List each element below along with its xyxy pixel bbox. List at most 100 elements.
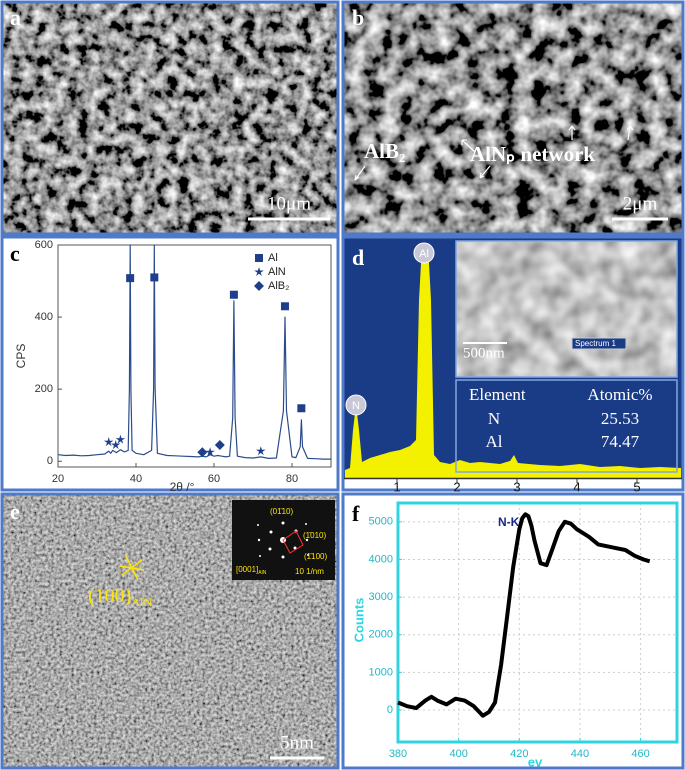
table-cell: N xyxy=(488,409,500,428)
legend-symbol xyxy=(254,267,264,276)
plot-frame xyxy=(57,244,332,468)
x-tick-label: 440 xyxy=(571,748,589,760)
x-tick-label: 60 xyxy=(208,473,220,485)
table-border xyxy=(455,379,678,473)
table-cell: 25.53 xyxy=(601,409,639,428)
y-tick-label: 400 xyxy=(35,311,53,323)
x-axis-label: ev xyxy=(528,754,543,769)
x-tick-label: 20 xyxy=(52,473,64,485)
panel-border xyxy=(0,235,340,492)
fft-index: (01̄10) xyxy=(270,507,293,516)
panel-border xyxy=(341,0,685,236)
y-tick-label: 5000 xyxy=(369,516,393,528)
annotation-subscript: AlN xyxy=(131,595,152,609)
sem-inset xyxy=(455,240,678,378)
scale-bar-label: 500nm xyxy=(463,345,505,361)
panel-border xyxy=(0,492,340,770)
peak-label: N xyxy=(352,400,360,412)
scale-bar-label: 2μm xyxy=(623,193,658,214)
fft-index: (1̄010) xyxy=(303,531,326,540)
phase-marker xyxy=(280,302,289,311)
y-axis-label: CPS xyxy=(14,344,28,369)
annotation-text: (100) xyxy=(88,585,131,607)
table-header: Atomic% xyxy=(587,385,652,404)
x-tick-label: 460 xyxy=(631,748,649,760)
x-axis-label: 2θ /° xyxy=(170,480,195,494)
panel-label: f xyxy=(352,501,360,526)
legend-label: AlN xyxy=(268,266,286,278)
table-cell: Al xyxy=(486,432,503,451)
panel-label: a xyxy=(10,5,21,30)
phase-marker xyxy=(197,447,208,458)
x-tick-label: 40 xyxy=(130,473,142,485)
spectrum-tag-box xyxy=(571,337,627,350)
y-tick-label: 200 xyxy=(35,383,53,395)
table-header: Element xyxy=(469,385,526,404)
phase-marker xyxy=(103,437,114,447)
spectrum-x-axis: 1 2 3 4 5 xyxy=(393,478,641,494)
legend-label: Al xyxy=(268,252,278,264)
fft-index: (1̄100) xyxy=(304,552,327,561)
table-cell: 74.47 xyxy=(601,432,640,451)
x-tick-label: 420 xyxy=(510,748,528,760)
phase-marker xyxy=(229,290,238,299)
xrd-chart: 20 40 60 80 0 200 400 600 2θ /° CPS Al AlN AlB₂ xyxy=(14,239,332,494)
scale-bar-label: 10μm xyxy=(267,193,311,214)
arrows xyxy=(354,125,634,181)
x-tick-label: 80 xyxy=(286,473,298,485)
peak-marker xyxy=(413,242,435,264)
edge-label: N-K xyxy=(498,515,520,529)
y-tick-label: 0 xyxy=(47,455,53,467)
phase-marker xyxy=(297,404,306,413)
y-tick-label: 2000 xyxy=(369,629,393,641)
legend-label: AlB₂ xyxy=(268,280,289,292)
lattice-annotation: (100)AlN xyxy=(88,585,152,609)
sem-image xyxy=(343,2,683,234)
peak-marker xyxy=(345,394,367,416)
annotation: AlNₚ network xyxy=(470,142,595,166)
phase-marker xyxy=(150,273,159,282)
x-tick-label: 380 xyxy=(389,748,407,760)
line xyxy=(57,244,331,460)
peak-label: Al xyxy=(419,248,429,260)
panel-label: d xyxy=(352,245,364,270)
spectrum-tag: Spectrum 1 xyxy=(575,339,616,348)
panel-label: c xyxy=(10,241,20,266)
phase-marker xyxy=(111,440,121,450)
y-axis-label: Counts xyxy=(351,598,366,643)
eels-chart: 380 400 420 440 460 0 1000 2000 3000 4000 5000 ev Co… xyxy=(351,501,679,769)
inset-border xyxy=(455,240,678,378)
x-tick-label: 4 xyxy=(573,479,580,494)
plot-frame xyxy=(396,501,679,744)
panel-border xyxy=(341,492,685,770)
panel-label: e xyxy=(10,499,20,524)
phase-marker xyxy=(214,440,225,451)
zone-axis-subscript: AlN xyxy=(258,570,266,576)
fft-spots xyxy=(257,521,309,559)
phase-marker xyxy=(126,274,135,283)
y-tick-label: 0 xyxy=(387,704,393,716)
scale-bar-label: 5nm xyxy=(280,732,314,753)
lattice-marker xyxy=(119,555,145,581)
y-tick-label: 1000 xyxy=(369,666,393,678)
legend-symbol xyxy=(254,281,264,291)
zone-axis-text: [0001] xyxy=(236,565,258,574)
eds-spectrum xyxy=(345,245,681,478)
zone-axis: [0001]AlN xyxy=(236,565,267,576)
y-tick-label: 4000 xyxy=(369,553,393,565)
annotation: AlB₂ xyxy=(364,139,405,163)
panel-border xyxy=(0,0,340,236)
panel-label: b xyxy=(352,5,364,30)
x-tick-label: 5 xyxy=(633,479,640,494)
legend-symbol xyxy=(255,254,263,262)
phase-marker xyxy=(205,447,215,457)
line xyxy=(397,512,651,718)
sem-image xyxy=(2,2,338,234)
x-tick-label: 1 xyxy=(393,479,400,494)
x-tick-label: 2 xyxy=(453,479,460,494)
x-tick-label: 3 xyxy=(513,479,520,494)
phase-marker xyxy=(256,446,266,456)
y-tick-label: 3000 xyxy=(369,591,393,603)
fft-scale: 10 1/nm xyxy=(295,567,324,576)
x-tick-label: 400 xyxy=(449,748,467,760)
